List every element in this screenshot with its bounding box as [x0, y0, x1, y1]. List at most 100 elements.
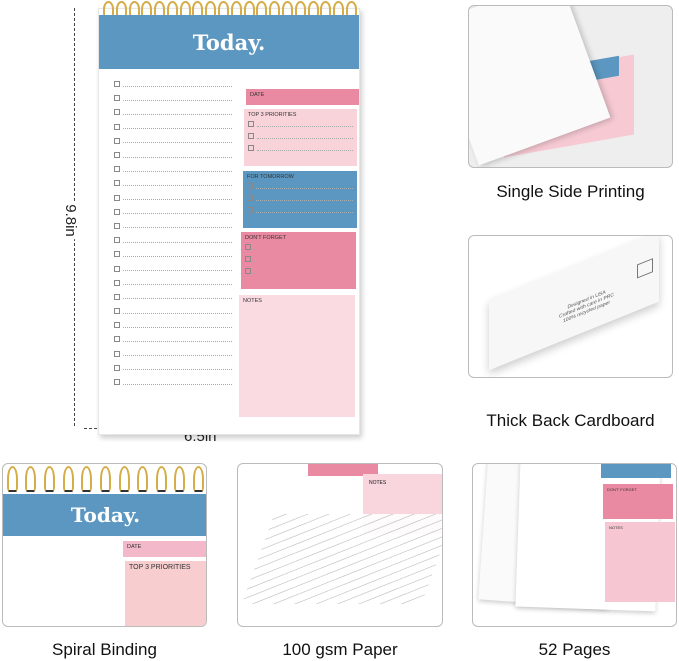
dotted-line	[256, 184, 353, 189]
notes-label: NOTES	[369, 480, 387, 486]
dotted-line	[123, 124, 232, 130]
dotted-line	[123, 365, 232, 371]
checkbox-icon	[248, 145, 254, 151]
fsc-logo-icon	[637, 258, 653, 279]
checklist-row	[245, 253, 352, 265]
spiral-ring	[44, 466, 56, 492]
spiral-ring	[25, 466, 37, 492]
dotted-line	[123, 351, 232, 357]
checklist-row	[245, 265, 352, 277]
checklist-row	[114, 219, 232, 233]
feature-label-pages: 52 Pages	[538, 640, 611, 659]
dotted-line	[123, 380, 232, 385]
checklist-row	[247, 180, 353, 192]
feature-label-spiral: Spiral Binding	[52, 640, 157, 659]
checkbox-icon	[247, 207, 253, 213]
spiral-ring	[81, 466, 93, 492]
tomorrow-box: FOR TOMORROW	[243, 171, 357, 228]
checkbox-icon	[114, 137, 120, 144]
checklist-row	[114, 148, 232, 162]
spiral-title: Today.	[70, 503, 141, 527]
spiral-ring	[62, 466, 74, 492]
checklist-row	[114, 105, 232, 119]
height-dimension-label: 9.8in	[59, 202, 81, 239]
checklist-row	[114, 304, 232, 318]
feature-label-single-side: Single Side Printing	[496, 182, 645, 201]
dotted-line	[257, 146, 353, 151]
checklist-row	[114, 261, 232, 275]
spiral-ring	[137, 466, 149, 492]
dotted-line	[123, 209, 232, 215]
checklist-row	[114, 247, 232, 261]
dotted-line	[123, 294, 232, 300]
dotted-line	[123, 280, 232, 286]
spiral-ring	[155, 466, 167, 492]
checkbox-icon	[114, 336, 120, 343]
checkbox-icon	[114, 237, 120, 244]
dotted-line	[256, 208, 353, 213]
tomorrow-label: FOR TOMORROW	[247, 174, 294, 180]
date-box: DATE	[246, 89, 359, 105]
checkbox-icon	[114, 109, 120, 116]
checkbox-icon	[245, 244, 251, 250]
checklist-row	[114, 77, 232, 91]
notes-label: NOTES	[609, 525, 623, 530]
notepad-title: Today.	[192, 29, 266, 55]
checkbox-icon	[114, 251, 120, 258]
priorities-box: TOP 3 PRIORITIES	[244, 109, 357, 166]
dotted-line	[123, 238, 232, 243]
spiral-ring	[193, 466, 205, 492]
thick-back-cardboard-image: Designed in USA Crafted with care in PRC…	[468, 235, 673, 378]
checkbox-icon	[114, 364, 120, 371]
checkbox-icon	[114, 152, 120, 159]
dont-forget-label: DON'T FORGET	[607, 487, 637, 492]
dotted-line	[123, 167, 232, 172]
checkbox-icon	[248, 133, 254, 139]
dotted-line	[123, 82, 232, 87]
dont-forget-label: DON'T FORGET	[245, 235, 286, 241]
dotted-line	[123, 195, 232, 201]
dont-forget-box: DON'T FORGET	[241, 232, 356, 289]
date-label: DATE	[250, 92, 265, 98]
checklist-row	[248, 130, 353, 142]
dotted-line	[123, 337, 232, 342]
checkbox-icon	[247, 183, 253, 189]
dotted-line	[123, 96, 232, 101]
checklist-row	[114, 290, 232, 304]
checkbox-icon	[114, 222, 120, 229]
dotted-line	[123, 309, 232, 314]
notepad-main: Today. DATE TOP 3 PRIORITIES FOR TOMORRO…	[98, 1, 360, 435]
checkbox-icon	[114, 322, 120, 329]
checklist-row	[247, 192, 353, 204]
dotted-line	[254, 257, 352, 262]
spiral-ring	[118, 466, 130, 492]
checklist-row	[247, 204, 353, 216]
dotted-line	[123, 138, 232, 144]
checklist-row	[114, 347, 232, 361]
spiral-binding	[103, 1, 357, 19]
checkbox-icon	[114, 194, 120, 201]
checklist-row	[114, 162, 232, 176]
dotted-line	[123, 266, 232, 272]
checkbox-icon	[114, 308, 120, 315]
checkbox-icon	[114, 123, 120, 130]
checkbox-icon	[114, 350, 120, 357]
checklist-row	[114, 361, 232, 375]
spiral-ring	[6, 466, 18, 492]
dotted-line	[254, 269, 352, 274]
checklist-row	[114, 191, 232, 205]
checkbox-icon	[114, 166, 120, 173]
notes-box: NOTES	[239, 295, 355, 417]
checkbox-icon	[114, 379, 120, 386]
spiral-ring	[174, 466, 186, 492]
feature-label-paper: 100 gsm Paper	[282, 640, 398, 659]
checkbox-icon	[114, 293, 120, 300]
todo-list	[114, 77, 232, 389]
checklist-row	[114, 205, 232, 219]
dotted-line	[254, 245, 352, 250]
checklist-row	[114, 91, 232, 105]
checkbox-icon	[114, 180, 120, 187]
checklist-row	[114, 134, 232, 148]
checklist-row	[114, 233, 232, 247]
single-side-printing-image	[468, 5, 673, 168]
